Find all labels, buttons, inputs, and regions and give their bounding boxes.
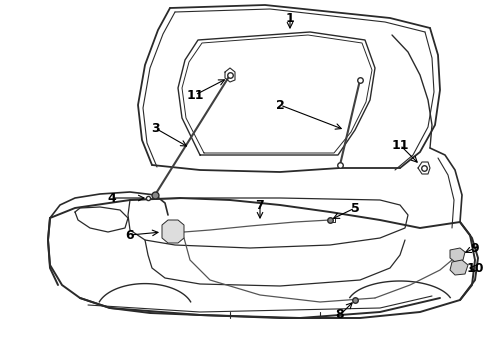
Text: 11: 11 <box>391 139 409 152</box>
Text: 9: 9 <box>471 242 479 255</box>
Polygon shape <box>162 220 184 243</box>
Text: 11: 11 <box>186 89 204 102</box>
Text: 10: 10 <box>466 261 484 274</box>
Text: 4: 4 <box>108 192 117 204</box>
Text: 2: 2 <box>275 99 284 112</box>
Text: 3: 3 <box>151 122 159 135</box>
Text: 6: 6 <box>126 229 134 242</box>
Text: 8: 8 <box>336 309 344 321</box>
Text: 7: 7 <box>256 198 265 212</box>
Polygon shape <box>450 260 468 275</box>
Polygon shape <box>450 248 465 262</box>
Text: 5: 5 <box>351 202 359 215</box>
Text: 1: 1 <box>286 12 294 24</box>
